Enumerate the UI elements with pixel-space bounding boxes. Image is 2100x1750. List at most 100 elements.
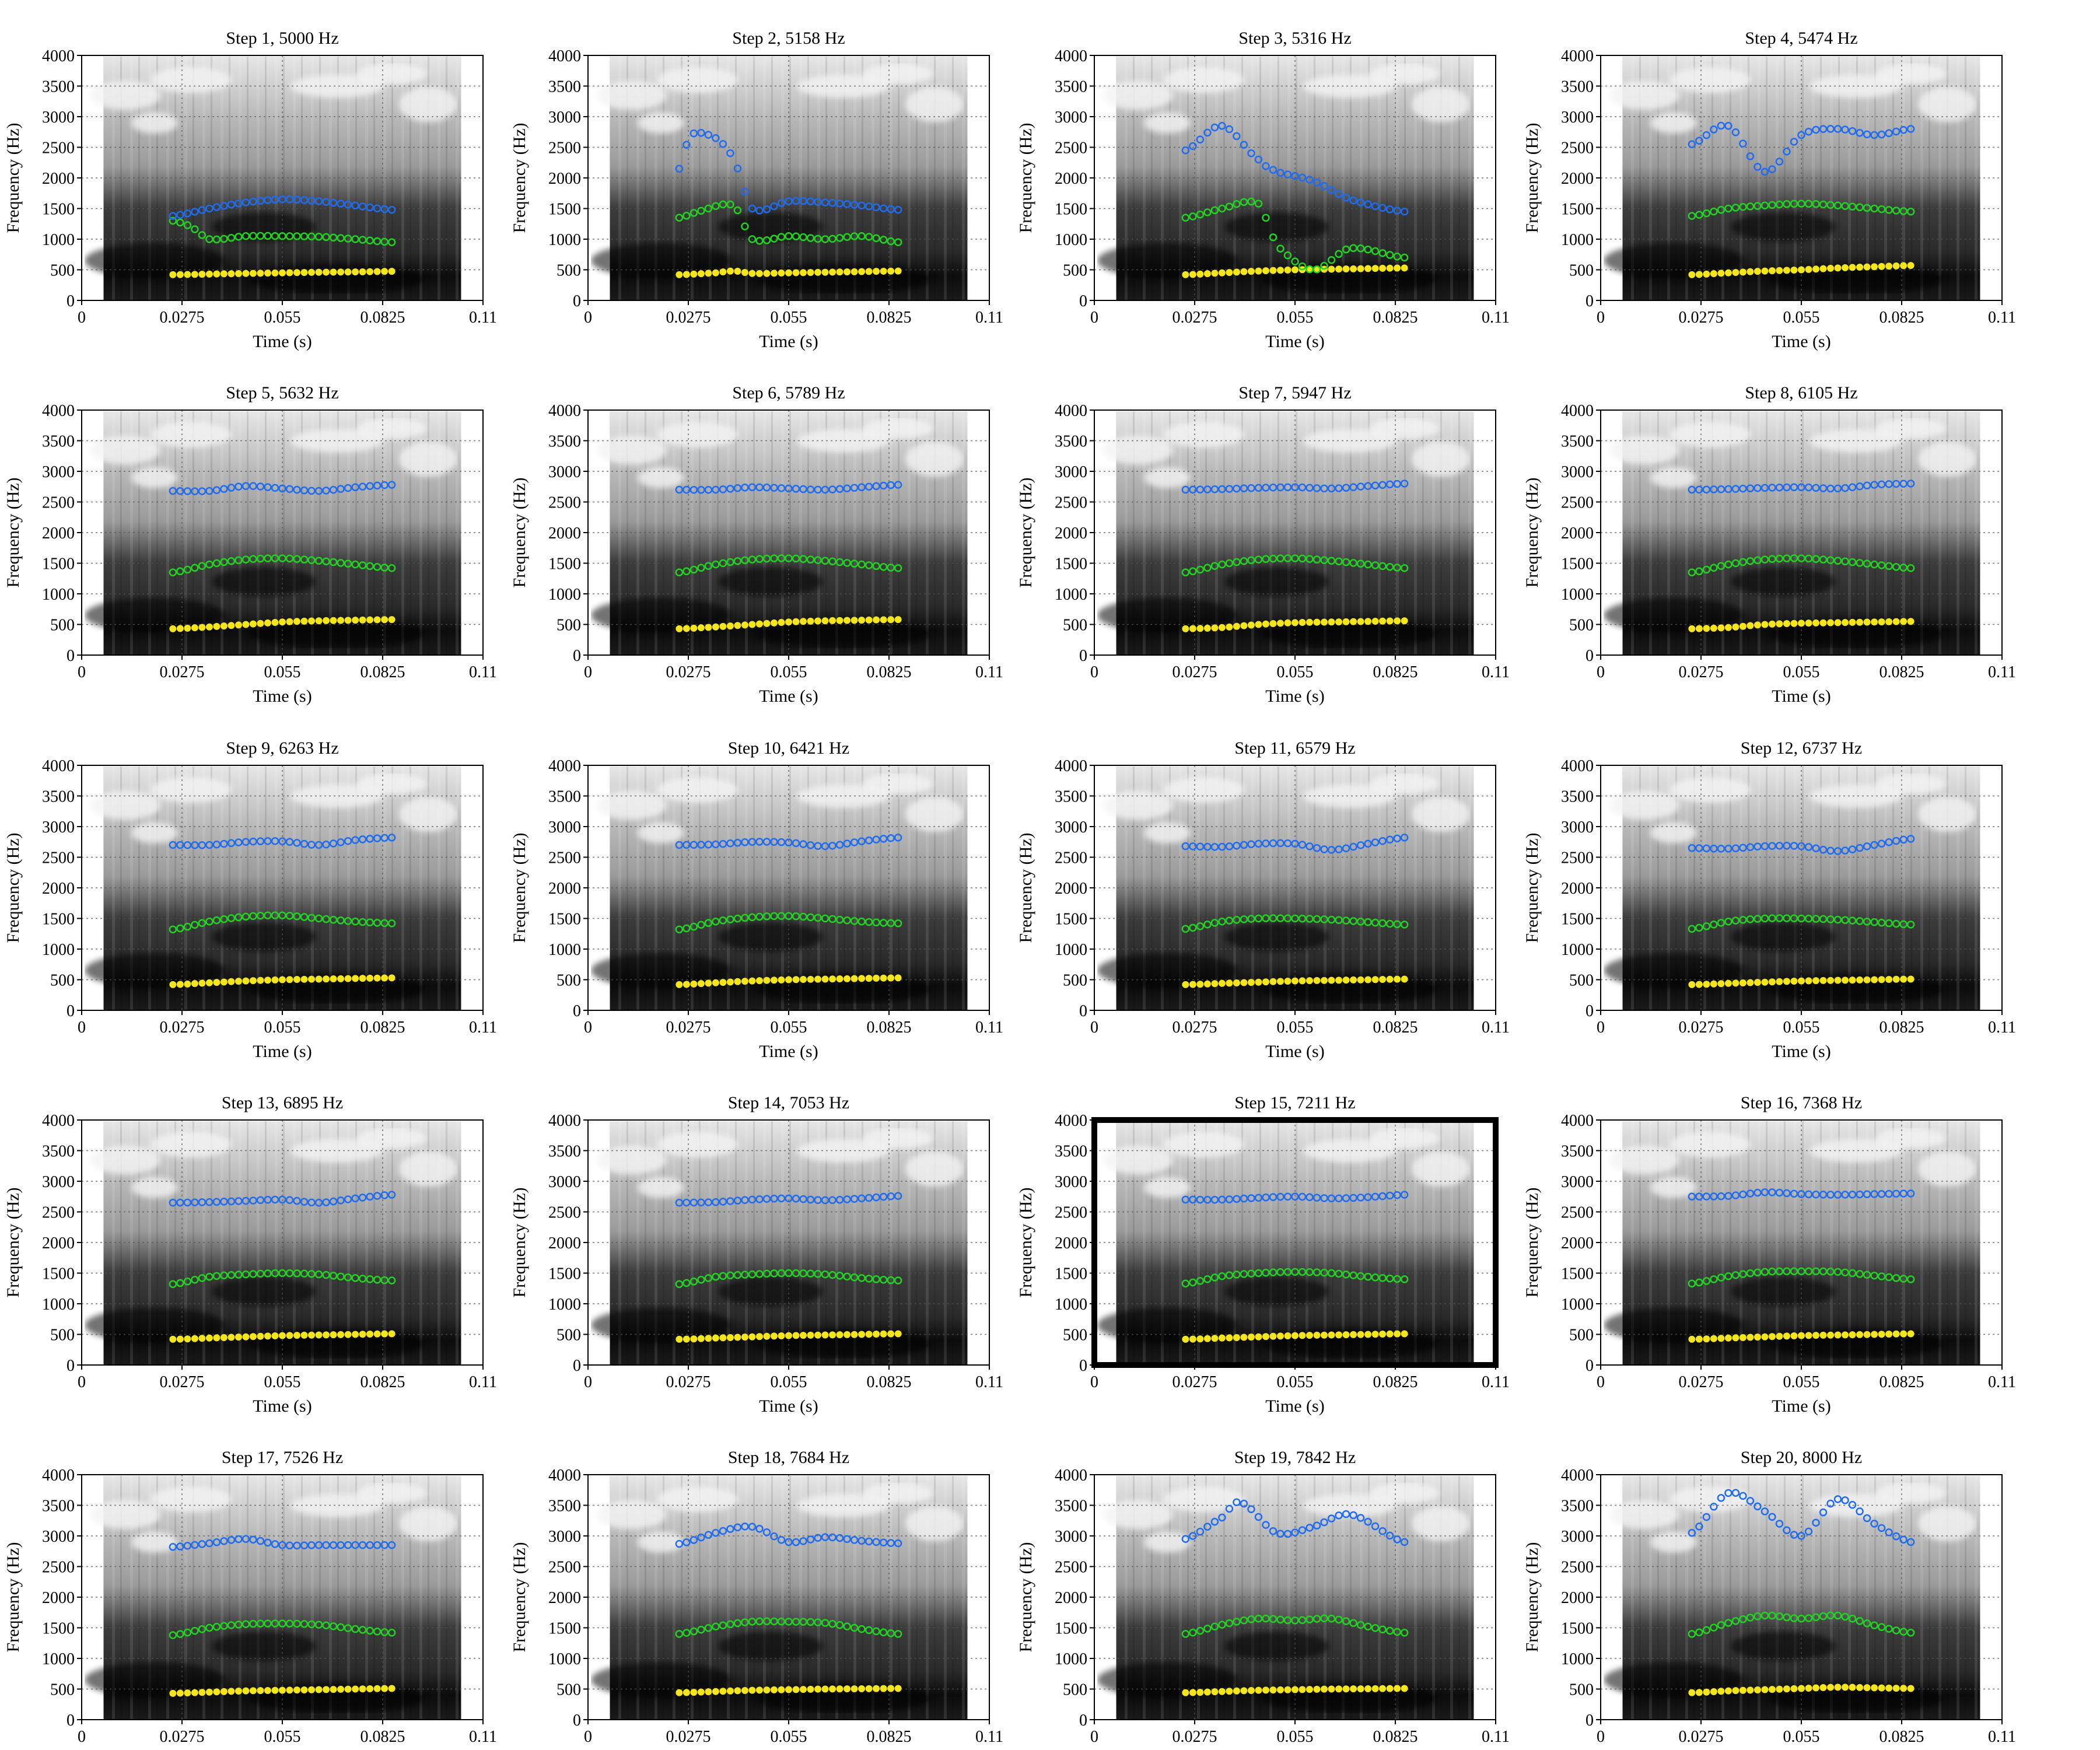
spectrogram-bright-patch xyxy=(1369,1482,1440,1504)
track-point xyxy=(264,977,271,984)
track-point xyxy=(1400,1191,1409,1199)
track-point xyxy=(228,622,235,629)
track-point xyxy=(1356,918,1365,926)
track-point xyxy=(249,1619,257,1628)
track-point xyxy=(1819,1612,1828,1620)
formant-track xyxy=(169,268,396,278)
spectrogram-bright-patch xyxy=(597,435,667,465)
track-point xyxy=(1797,842,1805,850)
track-point xyxy=(864,202,873,211)
track-point xyxy=(256,1269,265,1278)
track-point xyxy=(1710,1192,1718,1200)
track-point xyxy=(1863,1619,1871,1628)
x-axis-label: Time (s) xyxy=(1265,332,1324,351)
spectrogram-bright-patch xyxy=(1918,1506,1977,1541)
track-point xyxy=(814,617,822,625)
track-point xyxy=(1276,554,1284,562)
track-point xyxy=(381,616,388,624)
spectrogram-bright-patch xyxy=(1609,1145,1680,1175)
panel-title: Step 18, 7684 Hz xyxy=(728,1448,849,1467)
track-point xyxy=(1240,141,1248,149)
track-point xyxy=(682,1689,690,1696)
track-point xyxy=(176,625,184,632)
track-point xyxy=(315,1331,323,1339)
x-tick-label: 0.055 xyxy=(1783,309,1820,327)
x-tick-label: 0 xyxy=(1090,663,1098,681)
track-point xyxy=(1247,1334,1255,1341)
formant-track xyxy=(675,1522,902,1548)
track-point xyxy=(858,1194,866,1203)
formant-track xyxy=(1688,835,1915,855)
track-point xyxy=(1724,624,1732,631)
track-point xyxy=(1695,1689,1703,1696)
track-point xyxy=(1181,568,1190,576)
track-point xyxy=(1313,1331,1321,1339)
track-point xyxy=(712,1334,719,1342)
track-point xyxy=(682,841,691,849)
track-point xyxy=(762,483,771,492)
track-point xyxy=(1688,625,1696,632)
spectrogram-bright-patch xyxy=(863,773,933,794)
track-point xyxy=(228,1688,235,1695)
y-tick-label: 0 xyxy=(66,647,75,665)
track-point xyxy=(1225,1504,1234,1513)
track-point xyxy=(1695,1278,1703,1287)
track-point xyxy=(1350,1331,1357,1338)
track-point xyxy=(1812,125,1820,134)
x-tick-label: 0.055 xyxy=(1783,1019,1820,1037)
track-point xyxy=(777,838,786,846)
track-point xyxy=(676,271,683,278)
track-point xyxy=(1349,917,1357,925)
track-point xyxy=(373,1685,381,1692)
track-point xyxy=(1892,919,1901,928)
track-point xyxy=(388,974,396,982)
track-point xyxy=(1739,1686,1746,1694)
spectrogram-bright-patch xyxy=(1303,784,1396,808)
track-point xyxy=(227,839,236,848)
y-tick-label: 1500 xyxy=(1055,201,1087,219)
track-point xyxy=(264,1619,272,1628)
track-point xyxy=(806,841,815,849)
spectrogram-bright-patch xyxy=(1412,87,1471,122)
track-point xyxy=(880,974,887,982)
track-point xyxy=(257,620,264,627)
track-point xyxy=(1812,1267,1820,1276)
track-point xyxy=(176,1542,184,1550)
x-tick-label: 0.055 xyxy=(264,663,301,681)
track-point xyxy=(704,919,713,928)
x-tick-label: 0 xyxy=(584,663,592,681)
track-point xyxy=(1203,1195,1212,1204)
track-point xyxy=(1335,977,1343,984)
x-tick-label: 0 xyxy=(1090,1728,1098,1746)
track-point xyxy=(293,269,301,276)
track-point xyxy=(278,1269,286,1278)
track-point xyxy=(1746,152,1755,160)
y-tick-label: 1500 xyxy=(1561,911,1594,929)
track-point xyxy=(1892,1330,1900,1338)
track-point xyxy=(1907,1685,1915,1692)
spectrogram-bright-patch xyxy=(399,87,458,122)
track-point xyxy=(1342,1331,1350,1339)
track-point xyxy=(337,1331,345,1338)
track-point xyxy=(1827,1684,1835,1691)
track-point xyxy=(242,1270,250,1279)
track-point xyxy=(1393,1191,1401,1199)
track-point xyxy=(1739,979,1746,986)
track-point xyxy=(1731,1489,1740,1497)
track-point xyxy=(850,201,859,209)
spectrogram-image xyxy=(591,1121,968,1365)
track-point xyxy=(1899,1275,1908,1283)
track-point xyxy=(1906,1275,1915,1283)
track-point xyxy=(1371,1685,1379,1692)
track-point xyxy=(1364,245,1372,254)
spectrogram-image xyxy=(1097,411,1474,655)
track-point xyxy=(850,838,859,846)
x-tick-label: 0 xyxy=(1597,663,1605,681)
track-point xyxy=(358,1626,367,1634)
x-tick-label: 0.11 xyxy=(1988,663,2016,681)
track-point xyxy=(835,485,844,494)
track-point xyxy=(843,916,851,925)
track-point xyxy=(1203,128,1212,137)
track-point xyxy=(1189,271,1196,278)
track-point xyxy=(843,1272,851,1281)
